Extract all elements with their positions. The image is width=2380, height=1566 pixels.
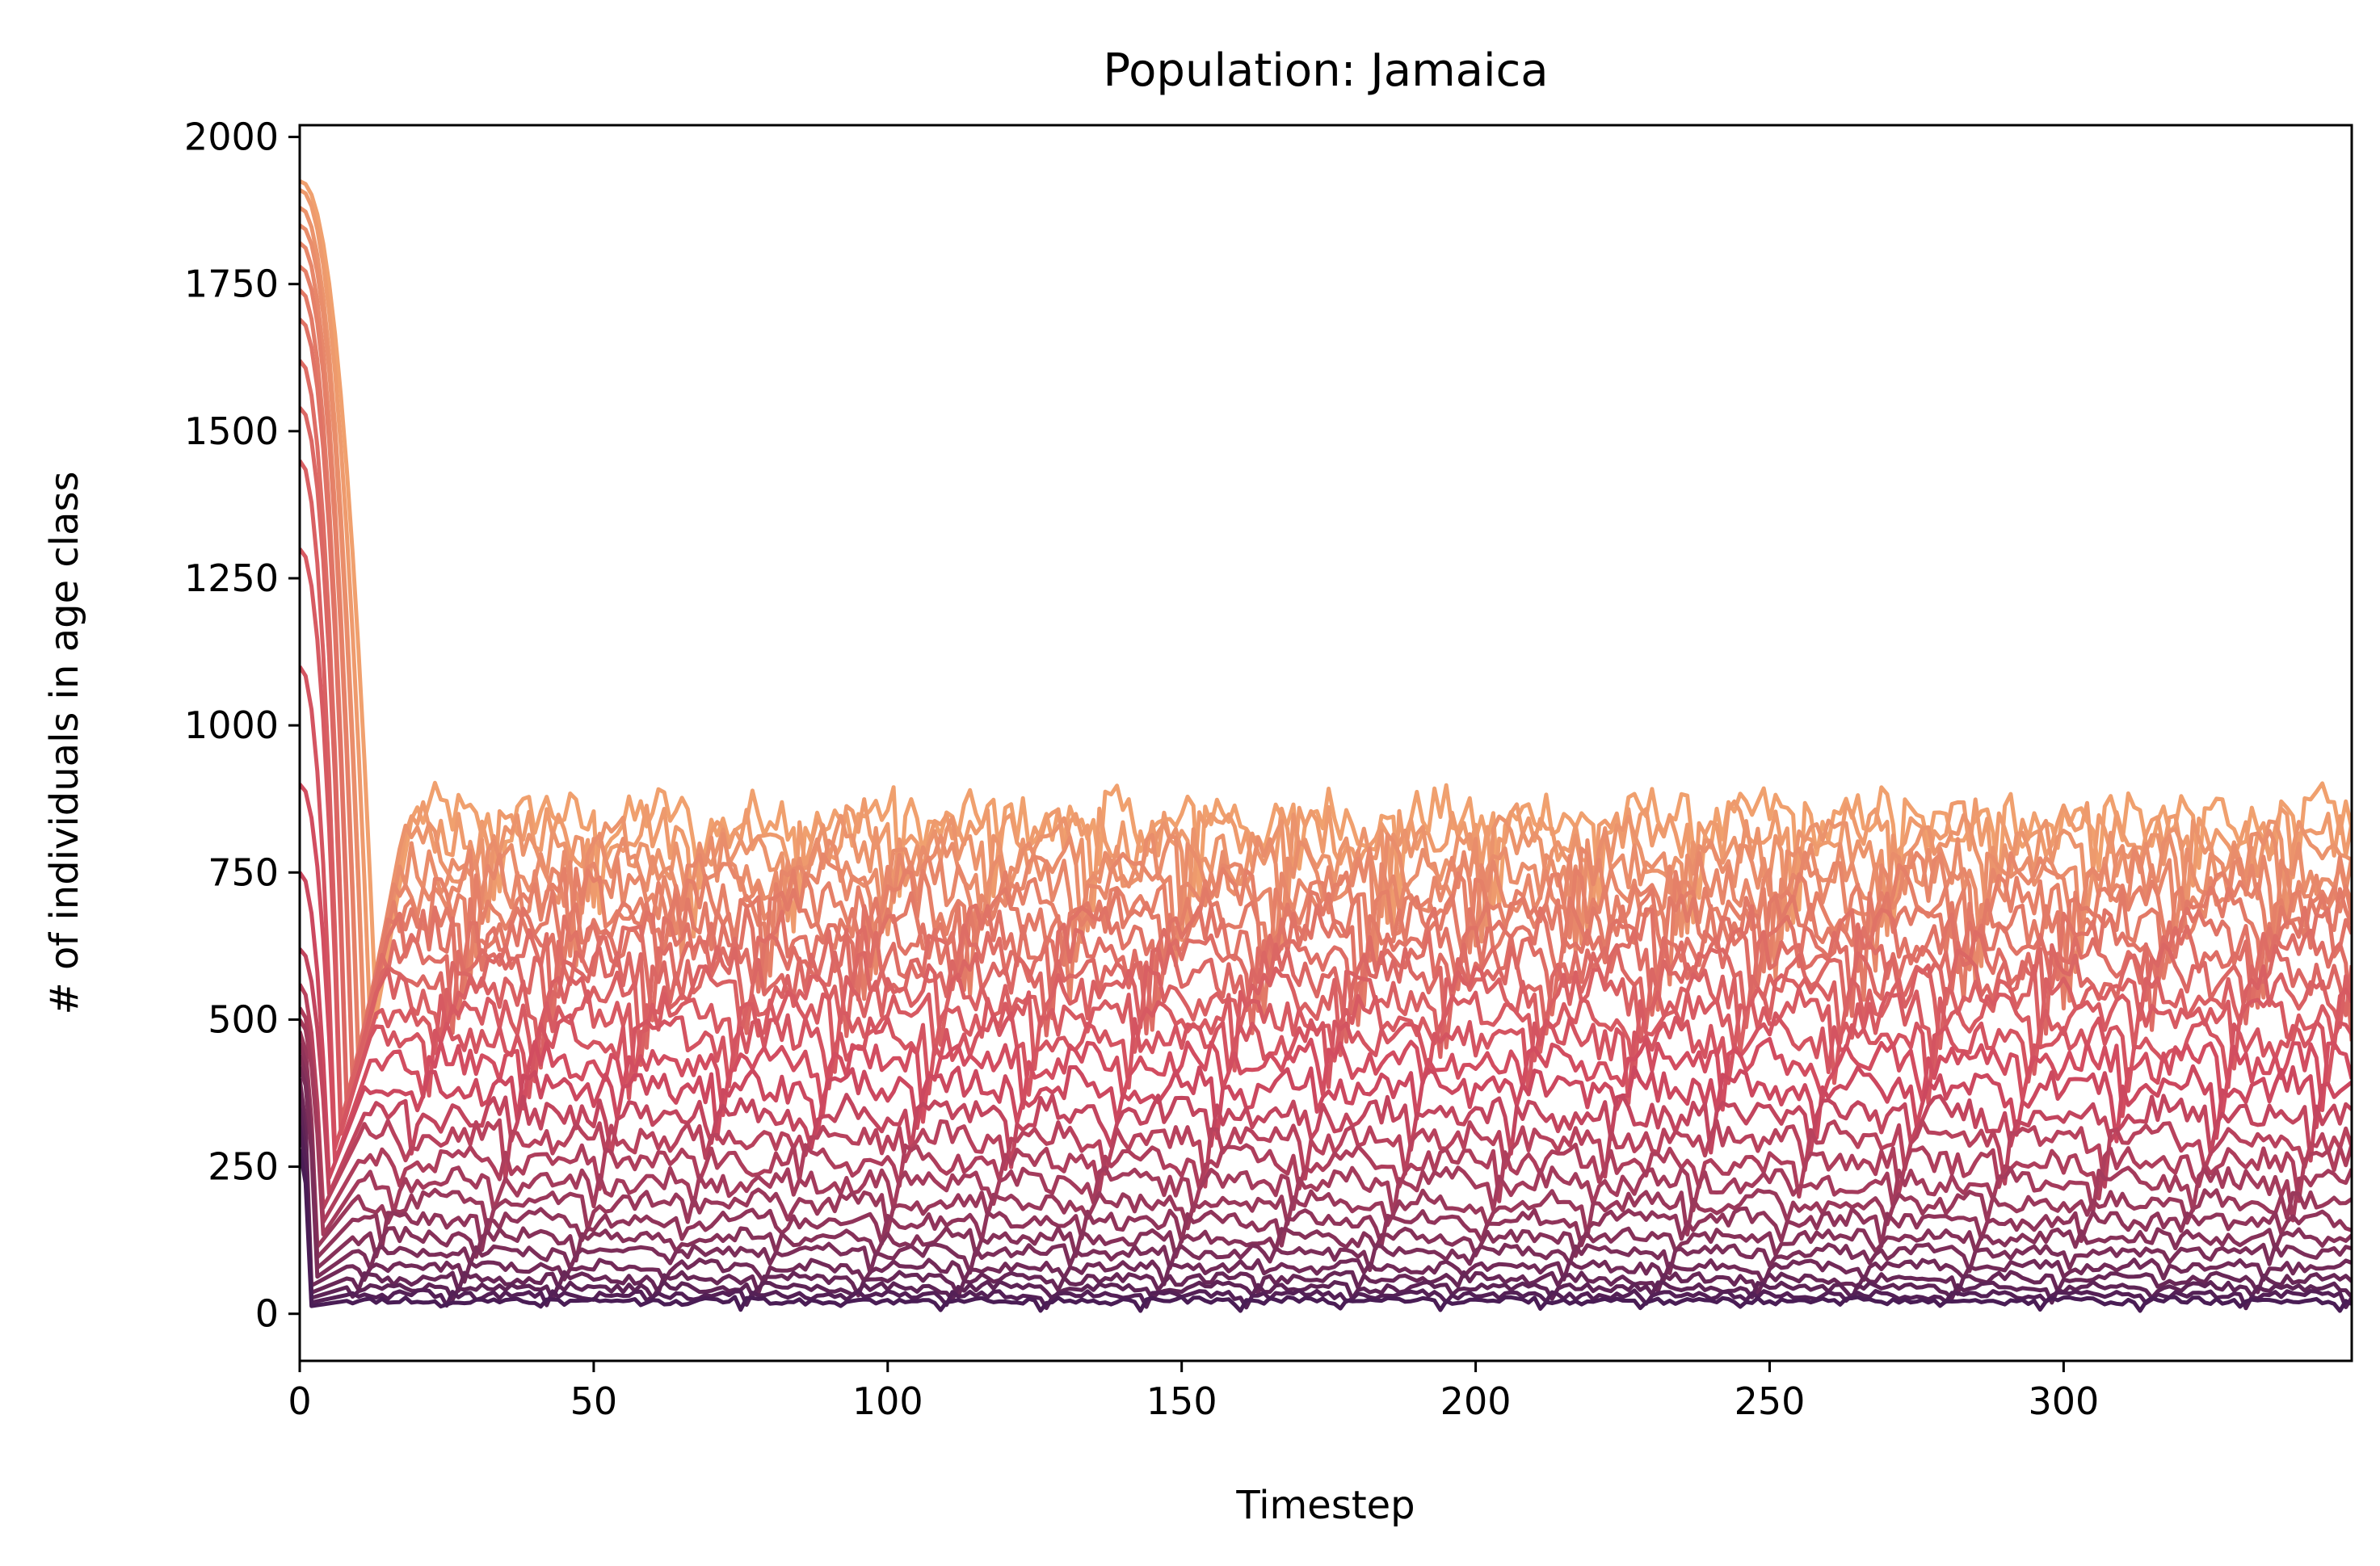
series-line-7 — [300, 288, 2352, 1080]
series-line-20 — [300, 1031, 2352, 1249]
x-tick-label: 100 — [852, 1379, 923, 1423]
plot-frame — [298, 124, 2353, 1362]
series-line-25 — [300, 1089, 2352, 1299]
x-tick-label: 200 — [1440, 1379, 1512, 1423]
x-tick-label: 250 — [1735, 1379, 1806, 1423]
series-line-17 — [300, 983, 2352, 1211]
y-axis-label: # of individuals in age class — [42, 471, 87, 1014]
x-axis: 0 50 100 150 200 250 300 — [288, 1361, 2099, 1423]
x-axis-label: Timestep — [1235, 1483, 1415, 1528]
y-tick-label: 1000 — [184, 703, 279, 747]
series-line-22 — [300, 1054, 2352, 1270]
y-tick-label: 0 — [255, 1292, 279, 1336]
y-tick-label: 1500 — [184, 409, 279, 453]
series-line-15 — [300, 871, 2352, 1180]
y-tick-label: 500 — [208, 997, 279, 1041]
series-line-1 — [300, 178, 2352, 1019]
y-tick-label: 1250 — [184, 556, 279, 600]
y-tick-label: 250 — [208, 1145, 279, 1189]
series-line-27 — [300, 1125, 2352, 1311]
series-line-28 — [300, 1148, 2352, 1313]
series-line-26 — [300, 1107, 2352, 1305]
x-tick-label: 50 — [570, 1379, 618, 1423]
series-line-14 — [300, 783, 2352, 1165]
series-line-12 — [300, 548, 2352, 1136]
series-layer — [300, 178, 2352, 1313]
series-line-24 — [300, 1077, 2352, 1288]
series-line-19 — [300, 1018, 2352, 1236]
series-line-2 — [300, 187, 2352, 1028]
y-axis: 0 250 500 750 1000 1250 1500 1750 2000 — [184, 115, 300, 1336]
series-line-13 — [300, 665, 2352, 1150]
x-tick-label: 150 — [1146, 1379, 1217, 1423]
series-line-5 — [300, 241, 2352, 1059]
series-line-23 — [300, 1065, 2352, 1279]
y-tick-label: 2000 — [184, 115, 279, 159]
y-tick-label: 750 — [208, 850, 279, 894]
series-line-21 — [300, 1042, 2352, 1260]
y-tick-label: 1750 — [184, 262, 279, 306]
chart-title: Population: Jamaica — [1103, 44, 1548, 97]
x-tick-label: 300 — [2028, 1379, 2099, 1423]
x-tick-label: 0 — [288, 1379, 311, 1423]
